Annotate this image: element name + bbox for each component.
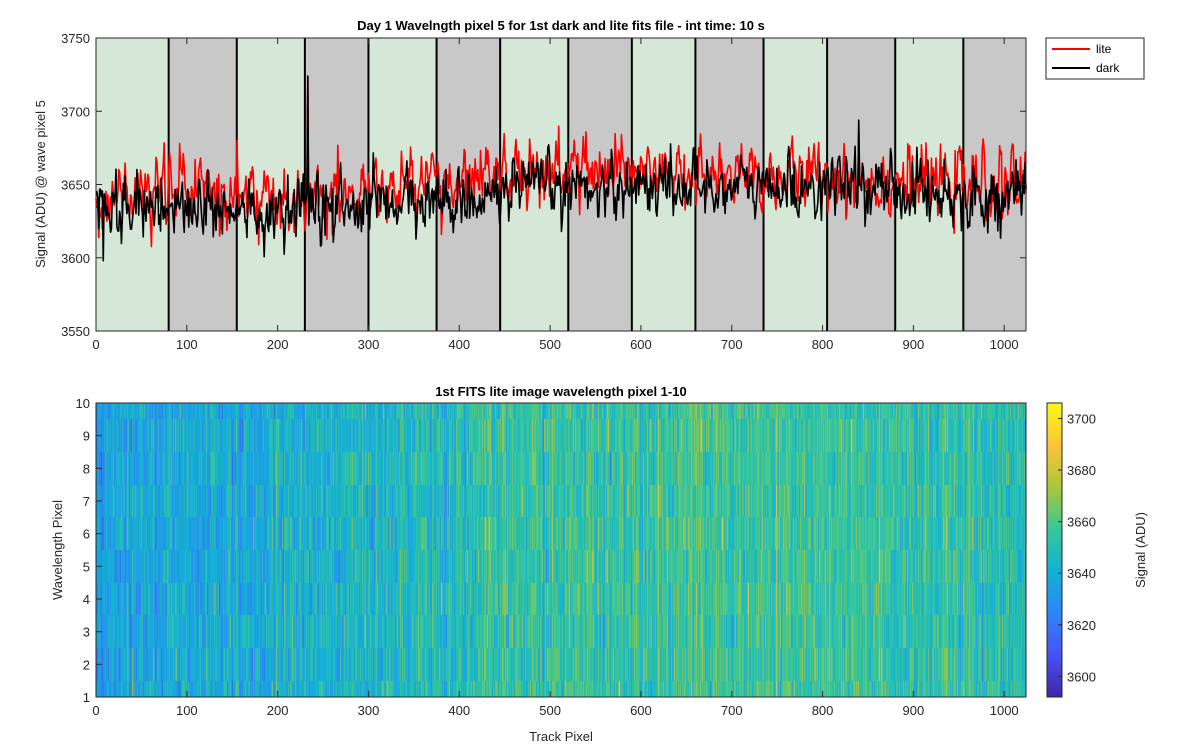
colorbar-label: Signal (ADU) [1133,512,1148,588]
heatmap-frame [95,402,1027,698]
heatmap-image [96,403,1026,697]
colorbar-image [1047,403,1062,697]
y-tick-label: 6 [83,527,90,542]
x-tick-label: 100 [176,337,198,352]
colorbar-tick-label: 3620 [1067,618,1096,633]
y-ticks: 1 2 3 4 5 6 7 8 9 10 [76,396,102,705]
heatmap-title: 1st FITS lite image wavelength pixel 1-1… [435,384,686,399]
colorbar-tick-label: 3600 [1067,669,1096,684]
heatmap-chart: 0 100 200 300 400 500 600 700 800 900 1000 1 2 3 4 5 6 7… [50,384,1148,744]
heatmap-ylabel: Wavelength Pixel [50,500,65,600]
colorbar-tick-label: 3660 [1067,515,1096,530]
x-tick-label: 700 [721,703,743,718]
top-chart-title: Day 1 Wavelngth pixel 5 for 1st dark and… [357,18,765,33]
x-tick-label: 1000 [990,337,1019,352]
y-ticks: 3550 3600 3650 3700 3750 [61,31,1026,339]
y-tick-label: 8 [83,461,90,476]
series-line-dark [95,75,1027,262]
x-tick-label: 900 [903,337,925,352]
y-tick-label: 4 [83,592,90,607]
x-tick-label: 800 [812,703,834,718]
y-tick-label: 2 [83,657,90,672]
x-ticks: 0 100 200 300 400 500 600 700 800 900 1000 [92,691,1019,718]
x-tick-label: 200 [267,703,289,718]
x-tick-label: 400 [448,337,470,352]
x-tick-label: 500 [539,703,561,718]
colorbar-tick-label: 3700 [1067,411,1096,426]
y-tick-label: 3650 [61,178,90,193]
y-tick-label: 10 [76,396,90,411]
top-chart-ylabel: Signal (ADU) @ wave pixel 5 [33,100,48,268]
y-tick-label: 3750 [61,31,90,46]
x-tick-label: 200 [267,337,289,352]
colorbar-frame [1046,402,1063,698]
x-ticks: 0 100 200 300 400 500 600 700 800 900 1000 [92,38,1019,352]
y-tick-label: 9 [83,429,90,444]
x-tick-label: 600 [630,703,652,718]
x-tick-label: 600 [630,337,652,352]
band-0 [96,38,169,331]
legend: lite dark [1045,37,1145,80]
legend-box [1045,37,1145,80]
x-tick-label: 400 [448,703,470,718]
y-tick-label: 5 [83,559,90,574]
x-tick-label: 0 [92,337,99,352]
x-tick-label: 1000 [990,703,1019,718]
colorbar-ticks: 3600 3620 3640 3660 3680 3700 [1058,411,1096,684]
y-tick-label: 3 [83,625,90,640]
x-tick-label: 300 [358,337,380,352]
y-tick-label: 3550 [61,324,90,339]
x-tick-label: 900 [903,703,925,718]
colorbar-tick-label: 3680 [1067,463,1096,478]
x-tick-label: 300 [358,703,380,718]
series-lines [95,75,1027,262]
x-tick-label: 500 [539,337,561,352]
heatmap-xlabel: Track Pixel [529,729,593,744]
y-tick-label: 7 [83,494,90,509]
colorbar-tick-label: 3640 [1067,566,1096,581]
y-tick-label: 1 [83,690,90,705]
line-chart: 0 100 200 300 400 500 600 700 800 900 1000 3550 360… [33,18,1145,352]
x-tick-label: 800 [812,337,834,352]
y-tick-label: 3600 [61,251,90,266]
legend-label-dark: dark [1096,61,1120,75]
x-tick-label: 0 [92,703,99,718]
x-tick-label: 100 [176,703,198,718]
y-tick-label: 3700 [61,104,90,119]
legend-label-lite: lite [1096,42,1112,56]
x-tick-label: 700 [721,337,743,352]
